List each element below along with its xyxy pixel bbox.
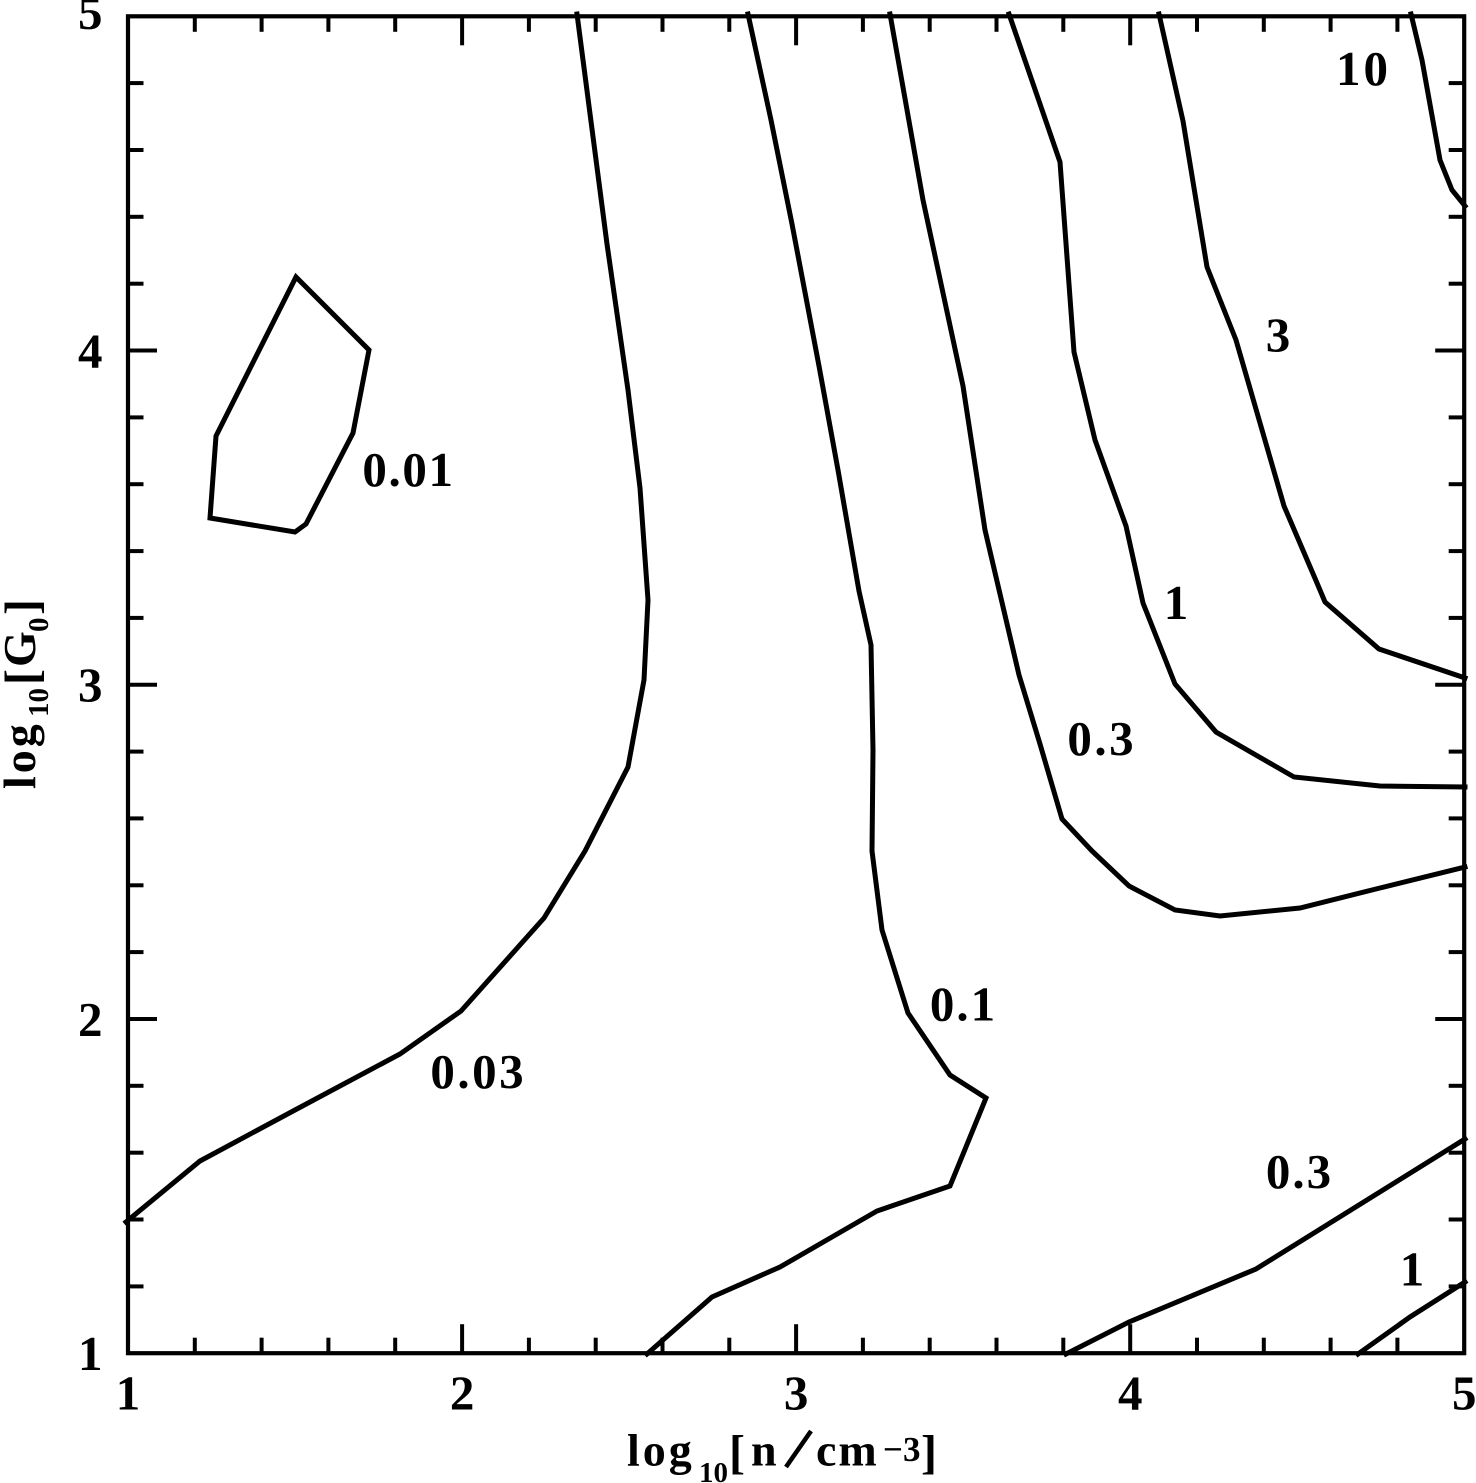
- svg-text:0: 0: [23, 618, 55, 633]
- svg-text:−3: −3: [883, 1430, 920, 1469]
- svg-text:0.01: 0.01: [362, 442, 454, 497]
- svg-text:G: G: [0, 631, 45, 667]
- svg-text:0.3: 0.3: [1067, 711, 1136, 766]
- svg-text:0.3: 0.3: [1266, 1144, 1333, 1199]
- svg-text:5: 5: [1452, 1366, 1476, 1421]
- svg-text:2: 2: [450, 1366, 475, 1421]
- svg-text:2: 2: [78, 992, 103, 1047]
- svg-text:1: 1: [78, 1326, 103, 1381]
- svg-text:1: 1: [116, 1366, 141, 1421]
- svg-text:log: log: [0, 721, 45, 789]
- svg-text:3: 3: [78, 658, 103, 713]
- svg-text:4: 4: [1118, 1366, 1143, 1421]
- svg-text:0.1: 0.1: [930, 977, 997, 1032]
- svg-text:1: 1: [1164, 575, 1189, 630]
- svg-text:0.03: 0.03: [430, 1044, 526, 1099]
- svg-text:[: [: [0, 669, 49, 685]
- svg-text:10: 10: [699, 1457, 728, 1483]
- svg-text:log: log: [627, 1425, 695, 1476]
- svg-text:10: 10: [1336, 41, 1391, 96]
- svg-text:5: 5: [78, 0, 103, 40]
- svg-text:3: 3: [1266, 308, 1291, 363]
- svg-text:3: 3: [784, 1366, 809, 1421]
- svg-text:4: 4: [78, 323, 103, 378]
- svg-text:1: 1: [1400, 1242, 1425, 1297]
- svg-text:[: [: [729, 1426, 745, 1479]
- svg-text:n: n: [751, 1425, 777, 1476]
- svg-text:cm: cm: [816, 1425, 879, 1476]
- svg-text:]: ]: [0, 599, 49, 615]
- svg-text:]: ]: [921, 1426, 937, 1479]
- svg-text:10: 10: [23, 688, 55, 717]
